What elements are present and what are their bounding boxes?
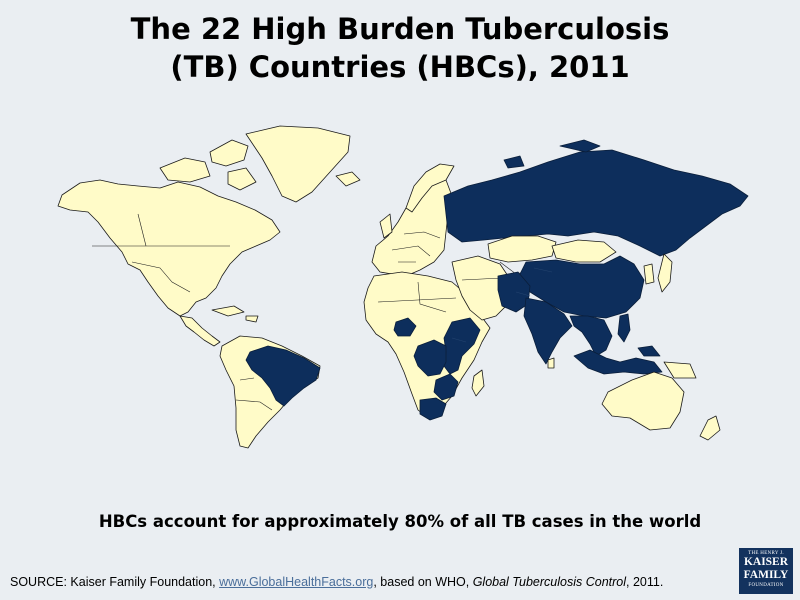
- afghanistan-pakistan: [497, 271, 531, 313]
- logo-line-3: FAMILY: [743, 568, 789, 581]
- uk: [379, 213, 393, 239]
- japan: [657, 253, 673, 293]
- korea: [643, 263, 655, 285]
- papua-new-guinea: [663, 361, 697, 379]
- source-note: SOURCE: Kaiser Family Foundation, www.Gl…: [10, 575, 663, 589]
- sri-lanka: [547, 357, 555, 369]
- madagascar: [471, 369, 485, 397]
- source-link[interactable]: www.GlobalHealthFacts.org: [219, 575, 374, 589]
- india: [523, 297, 573, 365]
- source-middle: , based on WHO,: [373, 575, 473, 589]
- southeast-asia-hbcs: [569, 315, 613, 357]
- iceland: [335, 171, 361, 187]
- source-suffix: , 2011.: [626, 575, 664, 589]
- dr-congo: [413, 339, 447, 377]
- logo-line-4: FOUNDATION: [748, 583, 784, 588]
- indonesia: [573, 349, 663, 375]
- australia: [601, 371, 685, 431]
- page-title: The 22 High Burden Tuberculosis (TB) Cou…: [0, 10, 800, 86]
- source-prefix: SOURCE: Kaiser Family Foundation,: [10, 575, 220, 589]
- mozambique-zimbabwe: [433, 373, 459, 401]
- world-map: [35, 125, 765, 450]
- philippines: [617, 313, 631, 343]
- russia: [443, 149, 749, 257]
- title-line-2: (TB) Countries (HBCs), 2011: [170, 50, 630, 84]
- middle-east: [451, 255, 513, 321]
- brazil: [245, 345, 321, 407]
- kazakhstan: [487, 235, 557, 263]
- source-publication: Global Tuberculosis Control: [472, 575, 627, 589]
- title-line-1: The 22 High Burden Tuberculosis: [130, 12, 670, 46]
- caption: HBCs account for approximately 80% of al…: [98, 512, 702, 531]
- mongolia: [551, 239, 617, 263]
- new-zealand: [699, 415, 721, 441]
- logo-line-1: THE HENRY J.: [748, 551, 784, 556]
- north-america: [57, 179, 281, 317]
- south-africa: [419, 397, 447, 421]
- central-america: [179, 315, 221, 347]
- nigeria: [393, 317, 417, 337]
- logo-line-2: KAISER: [743, 556, 789, 568]
- kff-logo: THE HENRY J. KAISER FAMILY FOUNDATION: [739, 548, 793, 594]
- scandinavia: [405, 163, 455, 213]
- greenland: [245, 125, 351, 203]
